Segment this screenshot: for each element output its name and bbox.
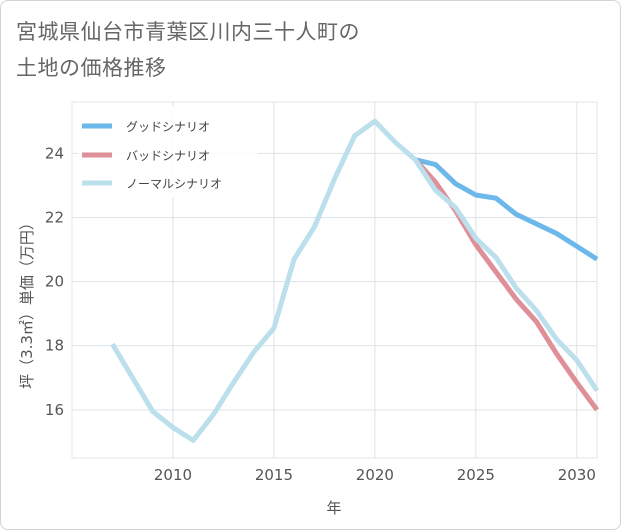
legend-label-normal: ノーマルシナリオ xyxy=(126,177,222,191)
x-axis-label: 年 xyxy=(326,499,341,517)
x-tick-label: 2010 xyxy=(154,466,192,484)
y-tick-label: 16 xyxy=(45,401,64,419)
y-axis-label: 坪（3.3㎡）単価（万円） xyxy=(18,215,36,389)
legend-label-bad: バッドシナリオ xyxy=(126,149,210,163)
title-line-1: 宮城県仙台市青葉区川内三十人町の xyxy=(16,20,360,44)
legend: グッドシナリオ バッドシナリオ ノーマルシナリオ xyxy=(78,106,258,198)
legend-label-good: グッドシナリオ xyxy=(126,120,210,134)
title-line-2: 土地の価格推移 xyxy=(16,56,167,80)
x-tick-labels: 2010 2015 2020 2025 2030 xyxy=(154,466,596,484)
series-line-good xyxy=(414,157,599,262)
series-lines xyxy=(110,118,600,443)
y-tick-label: 22 xyxy=(45,208,64,226)
x-tick-label: 2020 xyxy=(356,466,394,484)
y-tick-labels: 16 18 20 22 24 xyxy=(45,144,64,419)
x-tick-label: 2030 xyxy=(558,466,596,484)
x-tick-label: 2015 xyxy=(255,466,293,484)
x-tick-label: 2025 xyxy=(457,466,495,484)
series-line-normal xyxy=(110,118,600,443)
y-tick-label: 24 xyxy=(45,144,64,162)
y-tick-label: 18 xyxy=(45,337,64,355)
chart-title: 宮城県仙台市青葉区川内三十人町の 土地の価格推移 xyxy=(16,14,360,86)
y-tick-label: 20 xyxy=(45,273,64,291)
plot-area-border xyxy=(71,101,598,459)
